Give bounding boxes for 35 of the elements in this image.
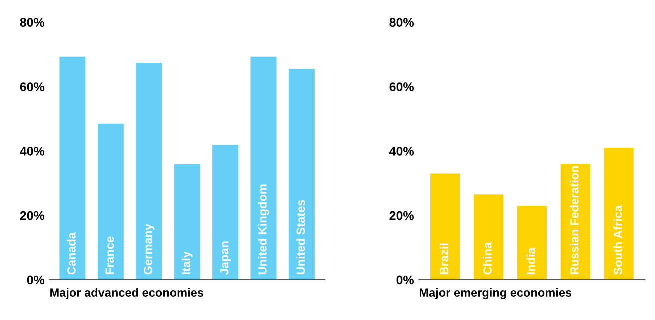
x-tick-label: Canada [67,232,76,275]
bar [430,174,460,280]
x-tick-label: India [526,248,536,274]
bar [250,56,277,280]
y-tick-label: 0% [27,276,45,285]
y-tick-label: 40% [390,147,414,156]
bar [60,56,86,280]
x-tick-label: Russian Federation [570,166,579,274]
x-tick-label: United States [296,200,306,274]
y-tick-label: 80% [20,18,45,28]
x-axis-title: Major advanced economies [50,288,204,300]
bar [136,62,162,280]
y-tick-label: 60% [20,82,45,92]
y-tick-label: 40% [20,147,45,156]
bar [474,194,504,280]
y-tick-label: 0% [396,276,414,285]
bar [212,145,239,280]
x-tick-label: Germany [144,224,155,275]
bar [174,164,200,280]
bar [98,124,124,280]
x-tick-label: United Kingdom [258,184,270,274]
y-tick-label: 60% [390,82,414,92]
x-tick-label: China [483,242,492,275]
y-tick-label: 20% [390,211,414,220]
bar [288,69,315,280]
x-tick-label: Italy [182,252,193,274]
x-tick-label: South Africa [614,205,622,275]
x-tick-label: Brazil [440,244,448,274]
y-tick-label: 20% [20,211,45,220]
y-tick-label: 80% [390,18,414,28]
bar [517,206,547,280]
bar [604,148,634,280]
x-tick-label: Japan [220,242,232,275]
x-tick-label: France [106,236,114,274]
x-axis-title: Major emerging economies [420,288,572,300]
